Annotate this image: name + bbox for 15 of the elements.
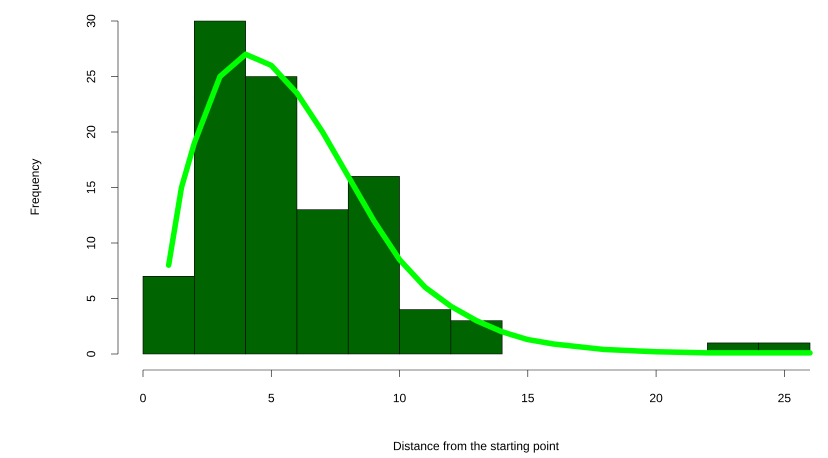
y-tick-label: 10 [86,236,96,249]
x-tick-label: 25 [778,394,791,402]
x-tick-label: 0 [140,394,146,402]
x-tick-label: 5 [268,394,274,402]
y-tick-label: 30 [86,14,96,28]
y-tick-label: 5 [86,296,96,302]
x-axis-title: Distance from the starting point [394,441,559,453]
y-axis-title: Frequency [30,158,42,214]
y-tick-label: 0 [86,351,96,357]
x-tick-label: 15 [522,394,534,402]
y-tick-label: 20 [86,126,96,138]
y-tick-label: 15 [86,181,96,194]
y-tick-label: 25 [86,70,96,83]
x-tick-label: 20 [650,394,662,402]
x-tick-label: 10 [394,394,406,402]
